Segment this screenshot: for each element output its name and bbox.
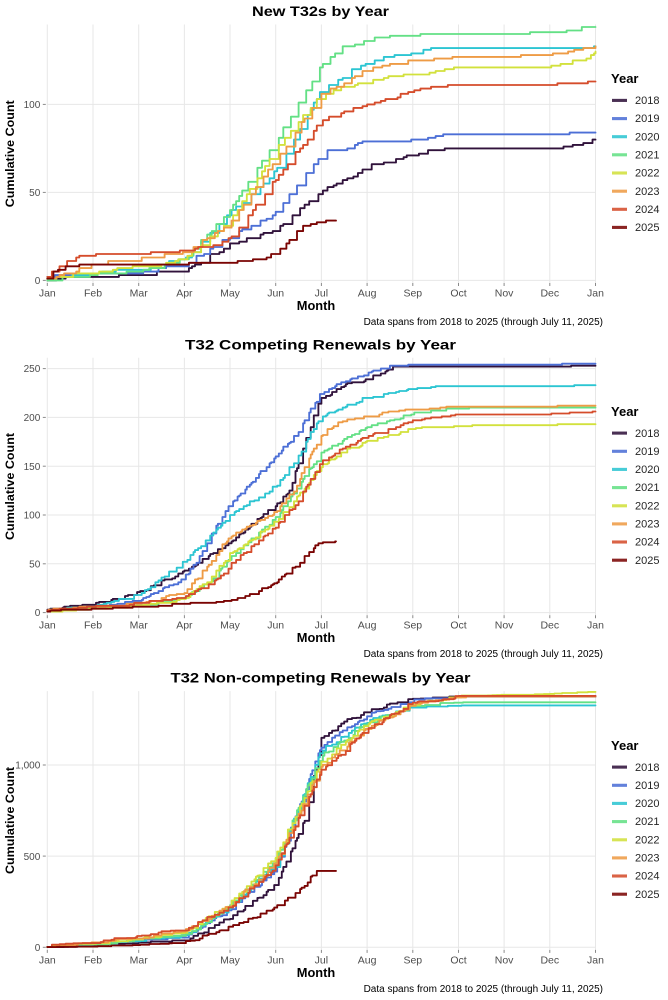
svg-text:2025: 2025 [635,555,659,567]
svg-text:Oct: Oct [450,954,466,966]
svg-text:Nov: Nov [495,954,514,966]
svg-text:2024: 2024 [635,871,659,883]
svg-text:Apr: Apr [176,954,193,966]
svg-text:2020: 2020 [635,798,659,810]
svg-text:2018: 2018 [635,95,659,107]
svg-text:Jun: Jun [267,954,284,966]
svg-text:T32 Competing Renewals by Year: T32 Competing Renewals by Year [185,336,457,352]
svg-text:2025: 2025 [635,889,659,901]
svg-text:Mar: Mar [130,288,149,300]
svg-text:Feb: Feb [84,288,102,300]
svg-text:Apr: Apr [176,288,193,300]
svg-text:150: 150 [24,462,41,473]
svg-text:2019: 2019 [635,113,659,125]
svg-text:Jun: Jun [267,620,284,632]
svg-text:Cumulative Count: Cumulative Count [3,433,17,540]
svg-text:T32 Non-competing Renewals by: T32 Non-competing Renewals by Year [171,670,472,686]
svg-text:0: 0 [35,608,41,619]
svg-text:Sep: Sep [403,288,422,300]
svg-text:Jan: Jan [587,620,604,632]
svg-text:Dec: Dec [540,288,559,300]
svg-text:Data spans from 2018 to 2025 (: Data spans from 2018 to 2025 (through Ju… [364,317,603,328]
svg-text:Nov: Nov [495,620,514,632]
svg-text:2021: 2021 [635,149,659,161]
svg-text:0: 0 [35,943,41,954]
svg-text:Jan: Jan [39,954,56,966]
svg-text:Cumulative Count: Cumulative Count [3,767,17,874]
svg-text:2024: 2024 [635,204,659,216]
svg-text:100: 100 [24,511,41,522]
svg-text:2023: 2023 [635,186,659,198]
svg-text:Mar: Mar [130,954,149,966]
svg-text:50: 50 [29,559,41,570]
svg-text:2020: 2020 [635,131,659,143]
svg-text:Data spans from 2018 to 2025 (: Data spans from 2018 to 2025 (through Ju… [364,649,603,660]
svg-text:Cumulative Count: Cumulative Count [3,100,17,207]
svg-text:May: May [220,620,241,632]
svg-text:Apr: Apr [176,620,193,632]
svg-text:Aug: Aug [358,288,377,300]
svg-text:Jan: Jan [587,288,604,300]
svg-text:2023: 2023 [635,519,659,531]
svg-text:Nov: Nov [495,288,514,300]
svg-text:2021: 2021 [635,482,659,494]
svg-text:2022: 2022 [635,834,659,846]
svg-text:New T32s by Year: New T32s by Year [252,3,390,19]
svg-text:Jan: Jan [39,620,56,632]
svg-text:50: 50 [29,188,41,199]
svg-text:Jul: Jul [315,954,328,966]
svg-text:Jun: Jun [267,288,284,300]
svg-text:2023: 2023 [635,853,659,865]
svg-text:2018: 2018 [635,762,659,774]
svg-text:0: 0 [35,276,41,287]
svg-text:2024: 2024 [635,537,659,549]
svg-text:Month: Month [297,299,336,313]
svg-text:Data spans from 2018 to 2025 (: Data spans from 2018 to 2025 (through Ju… [364,984,603,995]
svg-text:250: 250 [24,364,41,375]
svg-text:Dec: Dec [540,620,559,632]
svg-text:Oct: Oct [450,620,466,632]
svg-text:May: May [220,954,241,966]
svg-text:Mar: Mar [130,620,149,632]
svg-text:1,000: 1,000 [15,761,40,772]
svg-text:2019: 2019 [635,780,659,792]
svg-text:Jan: Jan [587,954,604,966]
svg-text:May: May [220,288,241,300]
svg-text:Aug: Aug [358,954,377,966]
svg-text:Feb: Feb [84,954,102,966]
svg-text:Jul: Jul [315,620,328,632]
svg-text:Sep: Sep [403,954,422,966]
svg-text:Sep: Sep [403,620,422,632]
svg-text:Month: Month [297,631,336,645]
svg-text:2018: 2018 [635,428,659,440]
svg-text:200: 200 [24,413,41,424]
svg-text:Feb: Feb [84,620,102,632]
svg-text:2025: 2025 [635,222,659,234]
svg-text:Oct: Oct [450,288,466,300]
svg-text:500: 500 [24,852,41,863]
svg-text:2022: 2022 [635,500,659,512]
svg-text:2020: 2020 [635,464,659,476]
svg-text:2022: 2022 [635,168,659,180]
svg-text:2019: 2019 [635,446,659,458]
svg-text:Month: Month [297,966,336,980]
svg-text:Aug: Aug [358,620,377,632]
svg-text:Year: Year [611,72,639,86]
svg-text:2021: 2021 [635,816,659,828]
svg-text:100: 100 [24,100,41,111]
svg-text:Dec: Dec [540,954,559,966]
svg-text:Year: Year [611,739,639,753]
svg-text:Jan: Jan [39,288,56,300]
svg-text:Jul: Jul [315,288,328,300]
svg-text:Year: Year [611,405,639,419]
